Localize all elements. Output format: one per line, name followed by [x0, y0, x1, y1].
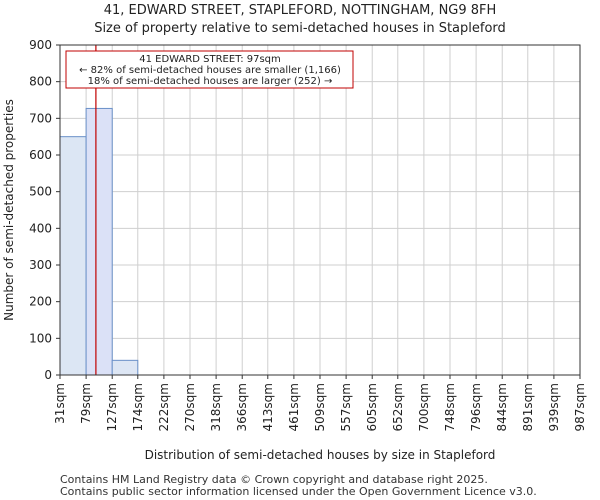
- y-axis-label: Number of semi-detached properties: [2, 99, 16, 321]
- bars: [59, 107, 139, 376]
- x-tick-label-796sqm: 796sqm: [469, 383, 483, 431]
- y-tick-label-200: 200: [29, 295, 52, 309]
- x-tick-label-79sqm: 79sqm: [79, 383, 93, 424]
- bar-31sqm: [59, 136, 87, 376]
- chart-title: 41, EDWARD STREET, STAPLEFORD, NOTTINGHA…: [104, 3, 497, 18]
- x-tick-label-652sqm: 652sqm: [391, 383, 405, 431]
- y-tick-label-800: 800: [29, 75, 52, 89]
- x-tick-label-844sqm: 844sqm: [495, 383, 509, 431]
- y-axis-ticks: 0 100 200 300 400 500 600 700 800 900: [29, 38, 60, 382]
- y-tick-label-0: 0: [44, 368, 52, 382]
- x-tick-label-939sqm: 939sqm: [547, 383, 561, 431]
- y-tick-label-300: 300: [29, 258, 52, 272]
- y-tick-label-500: 500: [29, 185, 52, 199]
- footer-line-2: Contains public sector information licen…: [60, 485, 537, 498]
- x-tick-label-461sqm: 461sqm: [287, 383, 301, 431]
- x-tick-label-174sqm: 174sqm: [131, 383, 145, 431]
- x-tick-label-318sqm: 318sqm: [209, 383, 223, 431]
- x-tick-label-270sqm: 270sqm: [183, 383, 197, 431]
- y-tick-label-600: 600: [29, 148, 52, 162]
- x-tick-label-891sqm: 891sqm: [521, 383, 535, 431]
- annotation-line-1: 41 EDWARD STREET: 97sqm: [139, 54, 281, 65]
- chart-subtitle: Size of property relative to semi-detach…: [94, 21, 506, 36]
- x-tick-label-366sqm: 366sqm: [235, 383, 249, 431]
- footer-line-1: Contains HM Land Registry data © Crown c…: [60, 473, 488, 486]
- bar-127sqm: [111, 359, 139, 376]
- annotation-line-2: ← 82% of semi-detached houses are smalle…: [79, 65, 341, 76]
- annotation-box: 41 EDWARD STREET: 97sqm ← 82% of semi-de…: [65, 50, 354, 89]
- bar-79sqm: [85, 107, 113, 376]
- x-tick-label-127sqm: 127sqm: [105, 383, 119, 431]
- x-tick-label-557sqm: 557sqm: [339, 383, 353, 431]
- annotation-line-3: 18% of semi-detached houses are larger (…: [88, 76, 333, 87]
- x-tick-label-222sqm: 222sqm: [157, 383, 171, 431]
- x-tick-label-31sqm: 31sqm: [53, 383, 67, 424]
- y-tick-label-700: 700: [29, 111, 52, 125]
- x-tick-label-509sqm: 509sqm: [313, 383, 327, 431]
- x-tick-label-605sqm: 605sqm: [365, 383, 379, 431]
- x-axis-ticks: 31sqm 79sqm 127sqm 174sqm 222sqm 270sqm 318sqm…: [53, 375, 587, 431]
- x-axis-label: Distribution of semi-detached houses by …: [145, 448, 496, 462]
- y-tick-label-100: 100: [29, 331, 52, 345]
- annotation-frame: [65, 50, 354, 89]
- y-tick-label-400: 400: [29, 221, 52, 235]
- grid-lines: [59, 44, 581, 376]
- x-tick-label-748sqm: 748sqm: [443, 383, 457, 431]
- x-tick-label-700sqm: 700sqm: [417, 383, 431, 431]
- x-tick-label-413sqm: 413sqm: [261, 383, 275, 431]
- y-tick-label-900: 900: [29, 38, 52, 52]
- x-tick-label-987sqm: 987sqm: [573, 383, 587, 431]
